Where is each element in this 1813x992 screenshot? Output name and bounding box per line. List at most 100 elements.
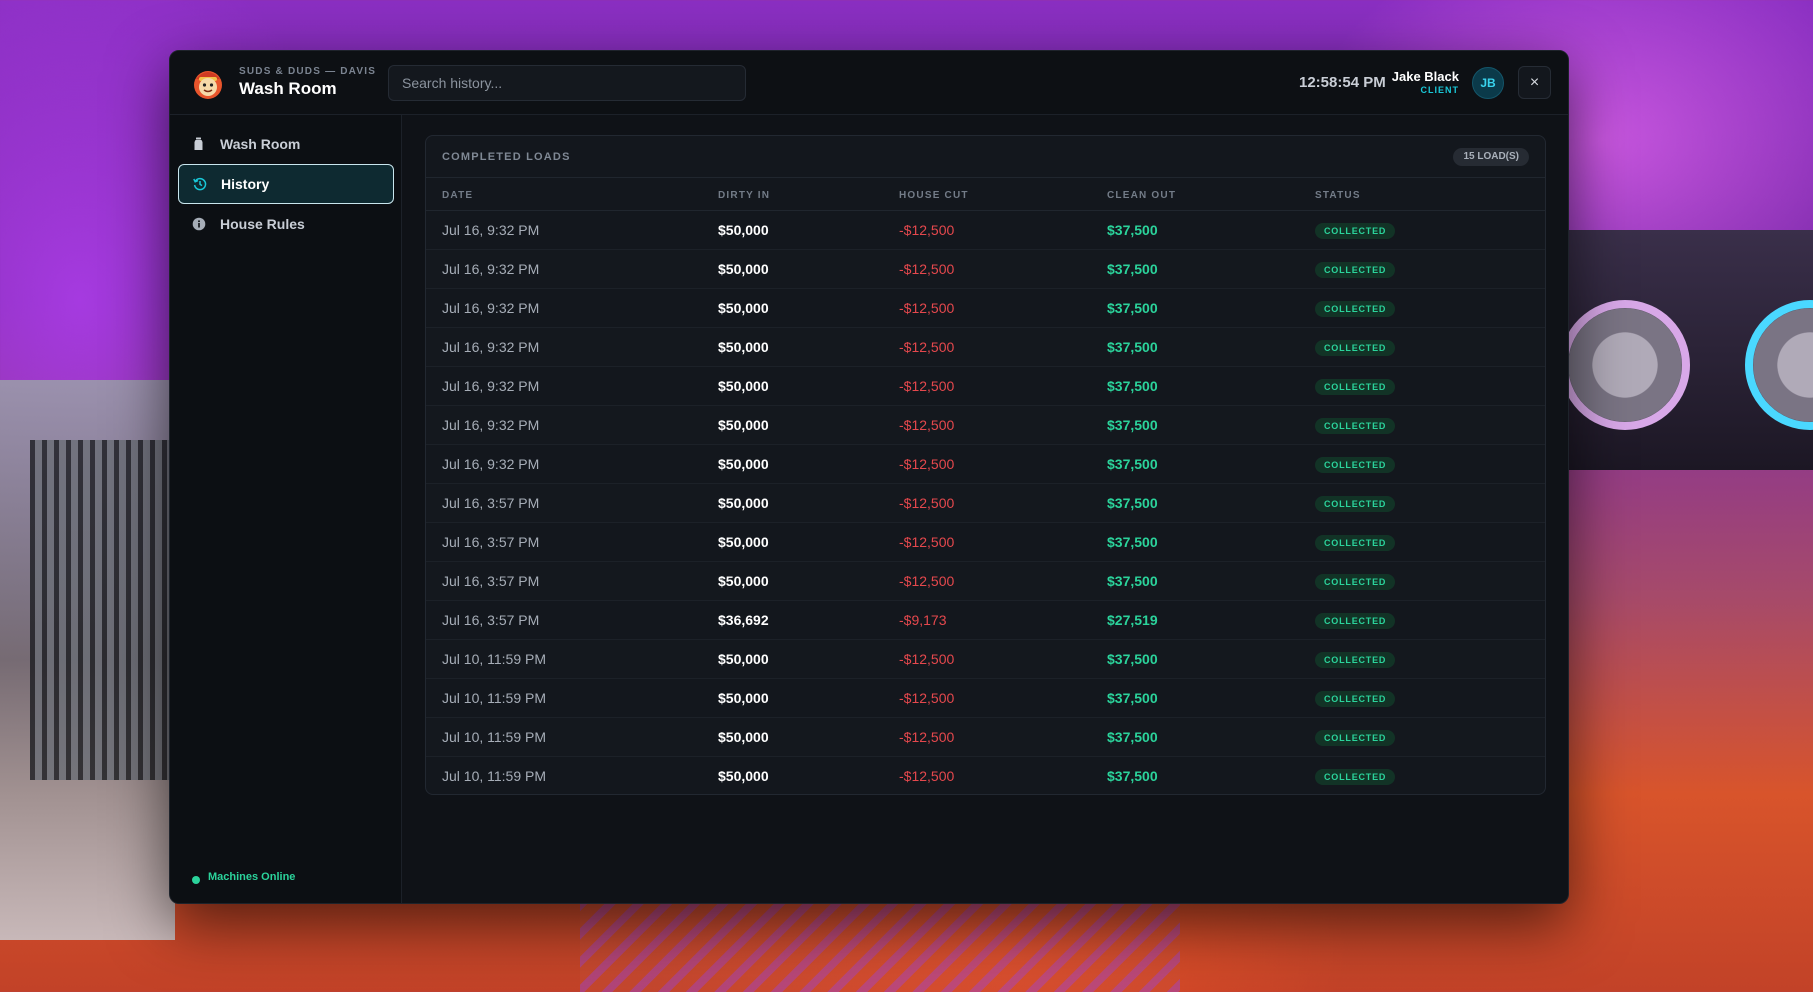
sidebar-item-house-rules[interactable]: House Rules [178, 204, 394, 244]
table-row[interactable]: Jul 16, 9:32 PM $50,000 -$12,500 $37,500 COL… [426, 289, 1545, 328]
sidebar-item-label: House Rules [220, 216, 305, 232]
row-clean-out: $37,500 [1107, 456, 1158, 472]
search-input[interactable] [388, 65, 746, 101]
row-dirty-in: $50,000 [718, 300, 769, 316]
column-header-date[interactable]: DATE [442, 190, 474, 201]
row-clean-out: $37,500 [1107, 495, 1158, 511]
panel-title: COMPLETED LOADS [442, 151, 571, 163]
row-status-badge: COLLECTED [1315, 691, 1396, 707]
brand-title: Wash Room [239, 79, 337, 98]
table-row[interactable]: Jul 16, 9:32 PM $50,000 -$12,500 $37,500 COL… [426, 328, 1545, 367]
table-row[interactable]: Jul 16, 3:57 PM $36,692 -$9,173 $27,519 COLL… [426, 601, 1545, 640]
row-status-badge: COLLECTED [1315, 223, 1396, 239]
row-status-badge: COLLECTED [1315, 418, 1396, 434]
column-header-status[interactable]: STATUS [1315, 190, 1361, 201]
row-dirty-in: $50,000 [718, 456, 769, 472]
clock: 12:58:54 PM [1299, 74, 1386, 91]
row-dirty-in: $50,000 [718, 339, 769, 355]
table-row[interactable]: Jul 16, 9:32 PM $50,000 -$12,500 $37,500 COL… [426, 367, 1545, 406]
row-house-cut: -$12,500 [899, 573, 955, 589]
table-row[interactable]: Jul 16, 3:57 PM $50,000 -$12,500 $37,500 COL… [426, 562, 1545, 601]
row-house-cut: -$12,500 [899, 534, 955, 550]
row-house-cut: -$12,500 [899, 768, 955, 784]
close-button[interactable]: × [1518, 66, 1551, 99]
row-date: Jul 16, 3:57 PM [442, 612, 540, 628]
table-row[interactable]: Jul 10, 11:59 PM $50,000 -$12,500 $37,500 CO… [426, 640, 1545, 679]
table-row[interactable]: Jul 16, 9:32 PM $50,000 -$12,500 $37,500 COL… [426, 211, 1545, 250]
row-house-cut: -$12,500 [899, 339, 955, 355]
panel-header: COMPLETED LOADS 15 LOAD(S) [426, 136, 1545, 178]
row-dirty-in: $50,000 [718, 729, 769, 745]
row-house-cut: -$12,500 [899, 300, 955, 316]
user-name: Jake Black [1391, 69, 1459, 84]
sidebar-item-history[interactable]: History [178, 164, 394, 204]
row-dirty-in: $50,000 [718, 534, 769, 550]
row-clean-out: $37,500 [1107, 651, 1158, 667]
row-status-badge: COLLECTED [1315, 574, 1396, 590]
table-row[interactable]: Jul 16, 9:32 PM $50,000 -$12,500 $37,500 COL… [426, 250, 1545, 289]
row-clean-out: $37,500 [1107, 378, 1158, 394]
background-washer-drum [1560, 300, 1690, 430]
row-dirty-in: $50,000 [718, 378, 769, 394]
completed-loads-panel: COMPLETED LOADS 15 LOAD(S) DATE DIRTY IN… [425, 135, 1546, 795]
sidebar-item-wash-room[interactable]: Wash Room [178, 124, 394, 164]
sidebar: Wash Room History House Rules Machines O… [170, 115, 402, 903]
row-house-cut: -$12,500 [899, 261, 955, 277]
table-row[interactable]: Jul 10, 11:59 PM $50,000 -$12,500 $37,500 CO… [426, 679, 1545, 718]
table-row[interactable]: Jul 16, 9:32 PM $50,000 -$12,500 $37,500 COL… [426, 406, 1545, 445]
table-row[interactable]: Jul 16, 9:32 PM $50,000 -$12,500 $37,500 COL… [426, 445, 1545, 484]
brand-subtitle: SUDS & DUDS — DAVIS [239, 66, 377, 77]
row-clean-out: $37,500 [1107, 729, 1158, 745]
row-status-badge: COLLECTED [1315, 301, 1396, 317]
row-status-badge: COLLECTED [1315, 652, 1396, 668]
row-house-cut: -$12,500 [899, 456, 955, 472]
row-date: Jul 16, 9:32 PM [442, 300, 540, 316]
row-date: Jul 16, 9:32 PM [442, 378, 540, 394]
row-date: Jul 16, 3:57 PM [442, 495, 540, 511]
row-date: Jul 16, 9:32 PM [442, 339, 540, 355]
row-clean-out: $37,500 [1107, 222, 1158, 238]
row-house-cut: -$12,500 [899, 495, 955, 511]
row-dirty-in: $36,692 [718, 612, 769, 628]
user-role: CLIENT [1420, 85, 1459, 95]
row-status-badge: COLLECTED [1315, 496, 1396, 512]
row-house-cut: -$12,500 [899, 729, 955, 745]
wash-room-window: SUDS & DUDS — DAVIS Wash Room 12:58:54 P… [169, 50, 1569, 904]
column-header-dirty-in[interactable]: DIRTY IN [718, 190, 771, 201]
row-house-cut: -$12,500 [899, 651, 955, 667]
sidebar-item-label: Wash Room [220, 136, 301, 152]
table-row[interactable]: Jul 16, 3:57 PM $50,000 -$12,500 $37,500 COL… [426, 484, 1545, 523]
row-status-badge: COLLECTED [1315, 340, 1396, 356]
column-header-house-cut[interactable]: HOUSE CUT [899, 190, 969, 201]
table-row[interactable]: Jul 10, 11:59 PM $50,000 -$12,500 $37,500 CO… [426, 757, 1545, 794]
row-date: Jul 10, 11:59 PM [442, 729, 547, 745]
row-status-badge: COLLECTED [1315, 613, 1396, 629]
row-house-cut: -$12,500 [899, 222, 955, 238]
row-date: Jul 16, 9:32 PM [442, 261, 540, 277]
machines-status: Machines Online [208, 871, 296, 883]
row-date: Jul 16, 3:57 PM [442, 534, 540, 550]
row-dirty-in: $50,000 [718, 222, 769, 238]
table-row[interactable]: Jul 16, 3:57 PM $50,000 -$12,500 $37,500 COL… [426, 523, 1545, 562]
row-status-badge: COLLECTED [1315, 457, 1396, 473]
row-date: Jul 16, 9:32 PM [442, 456, 540, 472]
row-date: Jul 10, 11:59 PM [442, 651, 547, 667]
avatar[interactable]: JB [1472, 67, 1504, 99]
row-clean-out: $37,500 [1107, 417, 1158, 433]
row-date: Jul 10, 11:59 PM [442, 768, 547, 784]
row-house-cut: -$9,173 [899, 612, 947, 628]
row-dirty-in: $50,000 [718, 261, 769, 277]
row-house-cut: -$12,500 [899, 378, 955, 394]
row-dirty-in: $50,000 [718, 573, 769, 589]
table-body: Jul 16, 9:32 PM $50,000 -$12,500 $37,500 COL… [426, 211, 1545, 794]
info-icon [192, 217, 206, 231]
row-dirty-in: $50,000 [718, 417, 769, 433]
load-count-badge: 15 LOAD(S) [1453, 148, 1529, 166]
table-row[interactable]: Jul 10, 11:59 PM $50,000 -$12,500 $37,500 CO… [426, 718, 1545, 757]
background-grate [30, 440, 170, 780]
table-header: DATE DIRTY IN HOUSE CUT CLEAN OUT STATUS [426, 178, 1545, 211]
status-indicator-icon [192, 876, 200, 884]
row-status-badge: COLLECTED [1315, 379, 1396, 395]
row-status-badge: COLLECTED [1315, 730, 1396, 746]
column-header-clean-out[interactable]: CLEAN OUT [1107, 190, 1177, 201]
